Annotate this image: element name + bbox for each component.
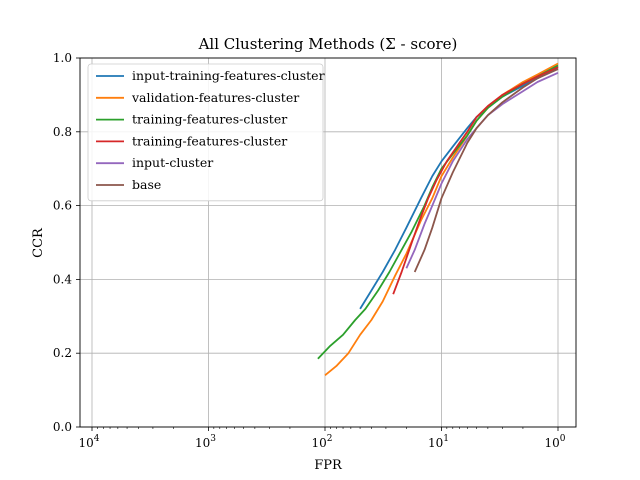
legend: input-training-features-cluster validatio… bbox=[87, 63, 325, 202]
legend-label: base bbox=[132, 177, 161, 192]
x-tick-label: 103 bbox=[195, 434, 216, 450]
x-tick-label-base: 10 bbox=[544, 436, 559, 450]
chart-title: All Clustering Methods (Σ - score) bbox=[198, 35, 458, 53]
y-tick-label: 0.2 bbox=[53, 346, 72, 360]
x-tick-label-exponent: 0 bbox=[560, 434, 566, 444]
x-axis-label: FPR bbox=[314, 458, 343, 473]
y-tick-label: 0.8 bbox=[53, 125, 72, 139]
x-tick-label-exponent: 2 bbox=[327, 434, 333, 444]
x-tick-label-base: 10 bbox=[195, 436, 210, 450]
x-tick-label: 100 bbox=[544, 434, 565, 450]
x-tick-label: 102 bbox=[311, 434, 332, 450]
y-tick-label: 0.4 bbox=[53, 272, 72, 286]
x-tick-label-exponent: 1 bbox=[443, 434, 449, 444]
x-tick-label-exponent: 4 bbox=[94, 434, 100, 444]
series-line-3 bbox=[392, 66, 559, 295]
legend-label: input-training-features-cluster bbox=[132, 68, 325, 83]
x-tick-label-base: 10 bbox=[428, 436, 443, 450]
x-tick-label: 101 bbox=[428, 434, 449, 450]
series-lines bbox=[317, 62, 559, 376]
x-tick-label: 104 bbox=[78, 434, 99, 450]
plot-frame bbox=[79, 57, 577, 428]
legend-label: training-features-cluster bbox=[132, 133, 287, 148]
y-tick-label: 0.6 bbox=[53, 199, 72, 213]
y-axis-label: CCR bbox=[31, 227, 46, 258]
legend-label: validation-features-cluster bbox=[131, 90, 299, 105]
y-tick-label: 0.0 bbox=[53, 420, 72, 434]
x-tick-label-base: 10 bbox=[78, 436, 93, 450]
legend-box bbox=[87, 63, 324, 202]
series-line-4 bbox=[405, 71, 559, 269]
x-tick-label-base: 10 bbox=[311, 436, 326, 450]
x-tick-label-exponent: 3 bbox=[210, 434, 216, 444]
legend-label: input-cluster bbox=[132, 155, 213, 170]
legend-label: training-features-cluster bbox=[132, 112, 287, 127]
series-line-5 bbox=[413, 68, 559, 273]
y-tick-label: 1.0 bbox=[53, 51, 72, 65]
